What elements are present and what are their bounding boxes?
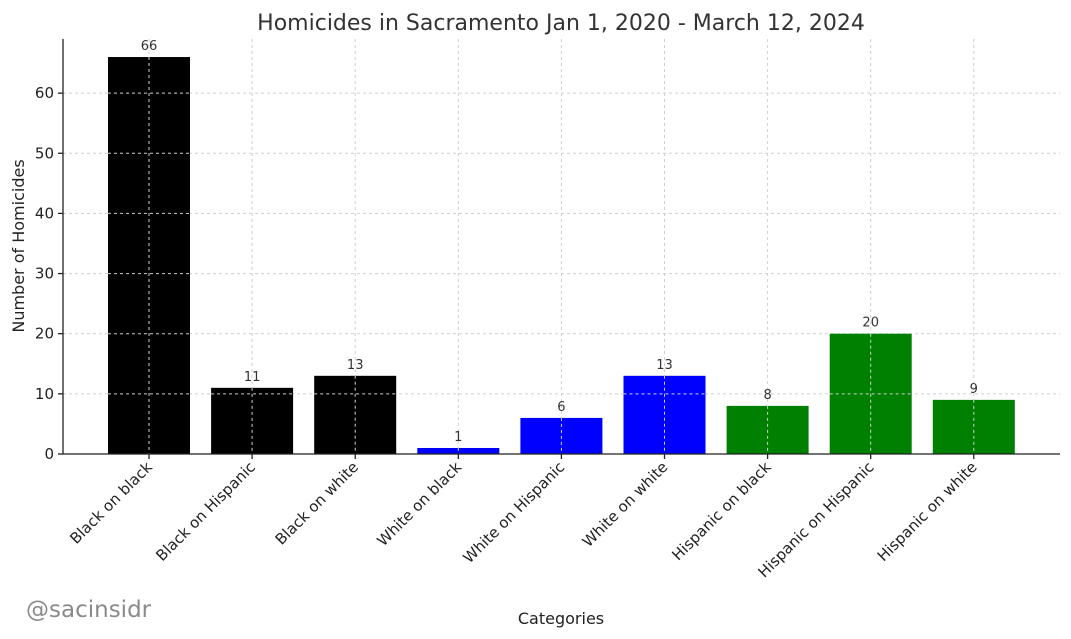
- y-tick-label: 60: [35, 84, 54, 102]
- bar-value-label: 13: [656, 358, 673, 373]
- x-tick-label: White on white: [579, 458, 672, 551]
- bar-value-label: 9: [970, 382, 978, 397]
- watermark: @sacinsidr: [26, 597, 152, 623]
- x-tick-label: White on black: [373, 458, 465, 550]
- y-tick-label: 50: [35, 144, 54, 162]
- x-tick-label: Hispanic on white: [874, 458, 981, 565]
- bar-value-label: 66: [141, 39, 158, 54]
- y-tick-label: 10: [35, 385, 54, 403]
- bar: [932, 399, 1015, 454]
- y-axis-label: Number of Homicides: [9, 159, 28, 332]
- y-tick-label: 40: [35, 204, 54, 222]
- x-tick-label: Hispanic on black: [668, 458, 774, 564]
- bars: 66 11 13 1 6 13 8 20 9: [108, 39, 1015, 454]
- bar-value-label: 11: [244, 370, 261, 385]
- y-tick-label: 30: [35, 265, 54, 283]
- y-tick-label: 20: [35, 325, 54, 343]
- bar-value-label: 20: [862, 316, 879, 331]
- bar-value-label: 1: [454, 430, 462, 445]
- y-tick-label: 0: [44, 445, 54, 463]
- bar-value-label: 6: [557, 400, 565, 415]
- bar-value-label: 8: [763, 388, 771, 403]
- x-axis-label: Categories: [518, 609, 604, 628]
- x-tick-label: Black on Hispanic: [152, 458, 259, 565]
- bar-value-label: 13: [347, 358, 364, 373]
- x-tick-label: White on Hispanic: [460, 458, 569, 567]
- chart-title: Homicides in Sacramento Jan 1, 2020 - Ma…: [257, 11, 865, 36]
- x-tick-label: Black on white: [272, 458, 362, 548]
- x-tick-label: Black on black: [66, 458, 156, 548]
- bar: [417, 447, 500, 454]
- x-tick-label: Hispanic on Hispanic: [754, 458, 877, 581]
